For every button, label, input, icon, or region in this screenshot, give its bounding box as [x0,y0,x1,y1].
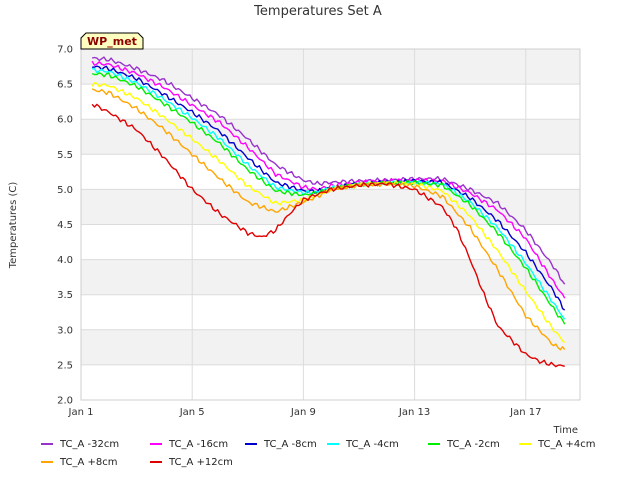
station-badge-box [80,32,144,50]
y-tick-label: 3.5 [57,290,73,301]
x-tick-label: Jan 9 [290,407,316,418]
plot-band [81,294,580,330]
y-tick-label: 5.0 [57,185,73,196]
plot-frame [80,48,581,401]
plot-band [81,364,580,400]
x-tick-label: Jan 5 [179,407,205,418]
y-axis-title: Temperatures (C) [8,182,19,270]
plot-band [81,224,580,260]
x-tick-label: Jan 17 [509,407,541,418]
y-tick-label: 2.5 [57,360,73,371]
series-line [91,103,565,368]
x-tick-label: Jan 13 [398,407,430,418]
y-tick-label: 2.0 [57,396,73,407]
plot-band [81,119,580,155]
y-tick-label: 6.5 [57,80,73,91]
plot-band [81,189,580,225]
plot-band [81,329,580,365]
y-tick-label: 5.5 [57,150,73,161]
chart-title: Temperatures Set A [253,4,382,19]
legend-label: TC_A -8cm [263,439,317,450]
legend-label: TC_A +4cm [537,439,596,450]
x-axis-title: Time [553,425,578,436]
series-lines [91,56,566,368]
axes: 2.0 2.5 3.0 3.5 4.0 4.5 5.0 5.5 6.0 6.5 7.0 Jan 1 Ja… [57,45,581,418]
legend-label: TC_A -4cm [345,439,399,450]
x-tick-label: Jan 1 [68,407,94,418]
legend: TC_A -32cm TC_A -16cm TC_A -8cm TC_A -4cm TC… [41,439,596,468]
y-tick-label: 4.0 [57,255,73,266]
y-tick-label: 3.0 [57,325,73,336]
legend-label: TC_A -16cm [168,439,228,450]
series-line [91,88,566,351]
y-tick-label: 4.5 [57,220,73,231]
plot-background [81,49,580,400]
legend-label: TC_A +12cm [168,457,233,468]
series-line [91,56,566,285]
plot-band [81,259,580,295]
station-badge: WP_met [80,32,144,50]
legend-label: TC_A +8cm [59,457,118,468]
plot-band [81,84,580,120]
y-tick-label: 7.0 [57,45,73,56]
legend-label: TC_A -32cm [59,439,119,450]
station-badge-label: WP_met [87,35,137,48]
legend-label: TC_A -2cm [446,439,500,450]
plot-band [81,49,580,85]
y-tick-label: 6.0 [57,115,73,126]
